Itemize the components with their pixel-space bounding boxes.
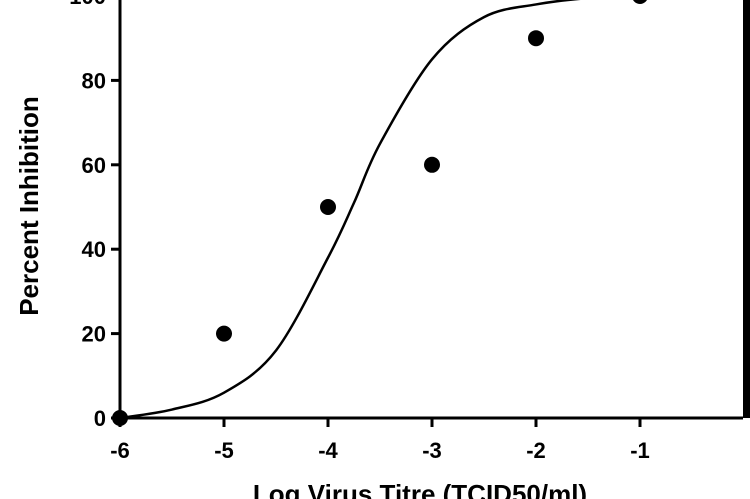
- data-point: [424, 156, 440, 173]
- data-point: [112, 410, 128, 426]
- x-tick-label: -5: [214, 438, 234, 463]
- plot-area: 0 20 40 60 80 100 -6 -5 -4 -3 -2 -1: [69, 0, 743, 463]
- y-tick-label: 80: [82, 68, 106, 93]
- fitted-curve: [119, 0, 581, 420]
- x-tick-label: -6: [110, 438, 130, 463]
- data-point: [528, 30, 544, 47]
- y-tick-label: 0: [94, 406, 106, 431]
- y-tick-label: 20: [82, 322, 106, 347]
- data-point: [320, 199, 336, 215]
- x-tick-label: -3: [422, 438, 442, 463]
- y-tick-label: 40: [82, 237, 106, 262]
- y-axis-title: Percent Inhibition: [14, 96, 44, 316]
- y-tick-label: 100: [69, 0, 106, 9]
- right-edge-bar: [743, 0, 750, 418]
- x-tick-label: -1: [630, 438, 650, 463]
- data-point: [633, 0, 647, 4]
- x-axis-title: Log Virus Titre (TCID50/ml): [253, 479, 587, 499]
- data-point: [216, 325, 232, 342]
- y-tick-label: 60: [82, 153, 106, 178]
- x-tick-label: -4: [318, 438, 338, 463]
- x-tick-label: -2: [526, 438, 546, 463]
